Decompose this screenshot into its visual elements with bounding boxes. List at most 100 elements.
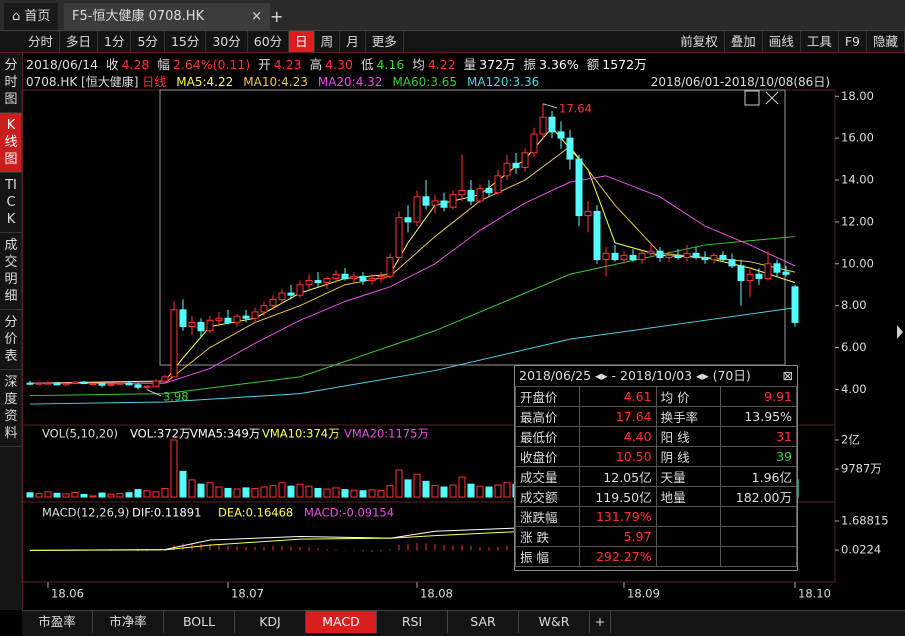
volume-bar <box>179 470 187 498</box>
period-button[interactable]: 多日 <box>60 31 99 52</box>
volume-bar <box>449 484 457 498</box>
tool-button[interactable]: 叠加 <box>725 31 763 52</box>
tool-button[interactable]: 画线 <box>763 31 801 52</box>
close-icon[interactable] <box>765 91 779 105</box>
stats-empty <box>655 526 721 547</box>
period-button[interactable]: 月 <box>340 31 366 52</box>
quote-value: 4.16 <box>376 57 405 72</box>
indicator-tab[interactable]: SAR <box>448 611 519 633</box>
indicator-tab[interactable]: 市净率 <box>93 611 164 633</box>
candle-body <box>584 210 592 217</box>
candle-body <box>332 273 340 279</box>
stats-cell: 31 <box>719 426 797 447</box>
stats-cell: 振 幅 <box>515 546 580 567</box>
period-button[interactable]: 周 <box>315 31 341 52</box>
tab-bar: ⌂ 首页 F5-恒大健康 0708.HK × + <box>0 0 905 31</box>
period-button[interactable]: 60分 <box>248 31 290 52</box>
maximize-icon[interactable] <box>744 90 760 106</box>
indicator-tab[interactable]: W&R <box>519 611 590 633</box>
tool-button[interactable]: 前复权 <box>674 31 725 52</box>
quote-label: 高 <box>309 57 323 72</box>
indicator-tab[interactable]: BOLL <box>164 611 235 633</box>
x-tick-label: 18.08 <box>420 587 453 601</box>
volume-legend: VMA5:349万 <box>190 427 260 441</box>
home-tab[interactable]: ⌂ 首页 <box>4 3 59 30</box>
indicator-tab[interactable]: MACD <box>306 611 377 633</box>
quote-value: 4.23 <box>273 57 302 72</box>
stats-row: 开盘价 4.61 均 价 9.91 <box>515 386 797 407</box>
indicator-tab[interactable]: RSI <box>377 611 448 633</box>
period-button[interactable]: 15分 <box>165 31 207 52</box>
volume-bar <box>224 487 232 498</box>
volume-bar <box>269 485 277 498</box>
candle-body <box>647 250 655 254</box>
candle-body <box>710 254 718 261</box>
volume-bar <box>53 492 61 498</box>
volume-bar <box>386 485 394 498</box>
candle-body <box>314 280 322 284</box>
side-tab[interactable]: 分价表 <box>0 310 22 370</box>
tool-button[interactable]: 工具 <box>801 31 839 52</box>
volume-bar <box>485 486 493 498</box>
candle-body <box>719 254 727 261</box>
candle-body <box>152 380 160 387</box>
tool-button[interactable]: F9 <box>839 31 867 52</box>
volume-bar <box>359 490 367 498</box>
selection-box <box>159 89 786 366</box>
candle-body <box>737 265 745 282</box>
volume-bar <box>152 491 160 498</box>
close-tab[interactable]: × <box>251 9 262 24</box>
volume-bar <box>314 487 322 498</box>
candle-body <box>62 383 70 386</box>
annotation-label: 3.98 <box>163 389 189 403</box>
indicator-tab[interactable]: KDJ <box>235 611 306 633</box>
volume-bar <box>116 493 124 498</box>
ma-legend-item: MA120:3.36 <box>467 75 540 89</box>
candle-body <box>539 116 547 135</box>
side-tab[interactable]: 深度资料 <box>0 370 22 447</box>
period-button[interactable]: 1分 <box>98 31 132 52</box>
side-tab[interactable]: 分时图 <box>0 53 22 113</box>
stats-close[interactable]: ⊠ <box>782 368 793 383</box>
candle-body <box>251 311 259 319</box>
y-tick-label: 10.00 <box>841 256 874 270</box>
period-button[interactable]: 分时 <box>22 31 61 52</box>
candle-body <box>503 162 511 177</box>
stats-cell: 292.27% <box>578 546 657 567</box>
quote-label: 振 <box>523 57 537 72</box>
stats-cell: 182.00万 <box>719 486 797 507</box>
side-tab[interactable]: TICK <box>0 173 22 233</box>
period-button[interactable]: 30分 <box>206 31 248 52</box>
stats-row: 涨跌幅 131.79% <box>515 506 797 527</box>
stats-panel: 2018/06/25 ◂▸ - 2018/10/03 ◂▸ (70日) ⊠ 开盘价… <box>514 365 798 571</box>
volume-bar <box>215 486 223 498</box>
expand-arrow[interactable] <box>897 325 903 339</box>
stock-tab[interactable]: F5-恒大健康 0708.HK × <box>64 3 270 30</box>
period-button[interactable]: 日 <box>289 31 315 52</box>
stats-cell: 收盘价 <box>515 446 580 467</box>
quote-value: 4.22 <box>427 57 456 72</box>
add-tab[interactable]: + <box>270 7 284 26</box>
x-tick-label: 18.09 <box>627 587 660 601</box>
stats-cell: 13.95% <box>719 406 797 427</box>
macd-panel <box>21 501 836 583</box>
side-tab[interactable]: K线图 <box>0 113 22 173</box>
sidebar: 分时图 K线图 TICK 成交明细 分价表 深度资料 <box>0 53 23 610</box>
tool-button[interactable]: 隐藏 <box>867 31 905 52</box>
period-button[interactable]: 5分 <box>131 31 165 52</box>
period: 日线 <box>142 75 167 89</box>
side-tab[interactable]: 成交明细 <box>0 233 22 310</box>
candle-body <box>98 383 106 386</box>
quote-label: 开 <box>258 57 271 72</box>
y-tick-label: 2亿 <box>841 432 860 446</box>
candle-body <box>422 196 430 206</box>
candle-body <box>296 284 304 296</box>
candle-body <box>692 252 700 258</box>
add-indicator[interactable]: + <box>590 611 611 633</box>
candle-body <box>89 383 97 386</box>
macd-legend: DIF:0.11891 <box>132 506 201 520</box>
period-button[interactable]: 更多 <box>366 31 404 52</box>
volume-bar <box>404 479 412 498</box>
volume-bar <box>35 493 43 498</box>
indicator-tab[interactable]: 市盈率 <box>22 611 93 633</box>
